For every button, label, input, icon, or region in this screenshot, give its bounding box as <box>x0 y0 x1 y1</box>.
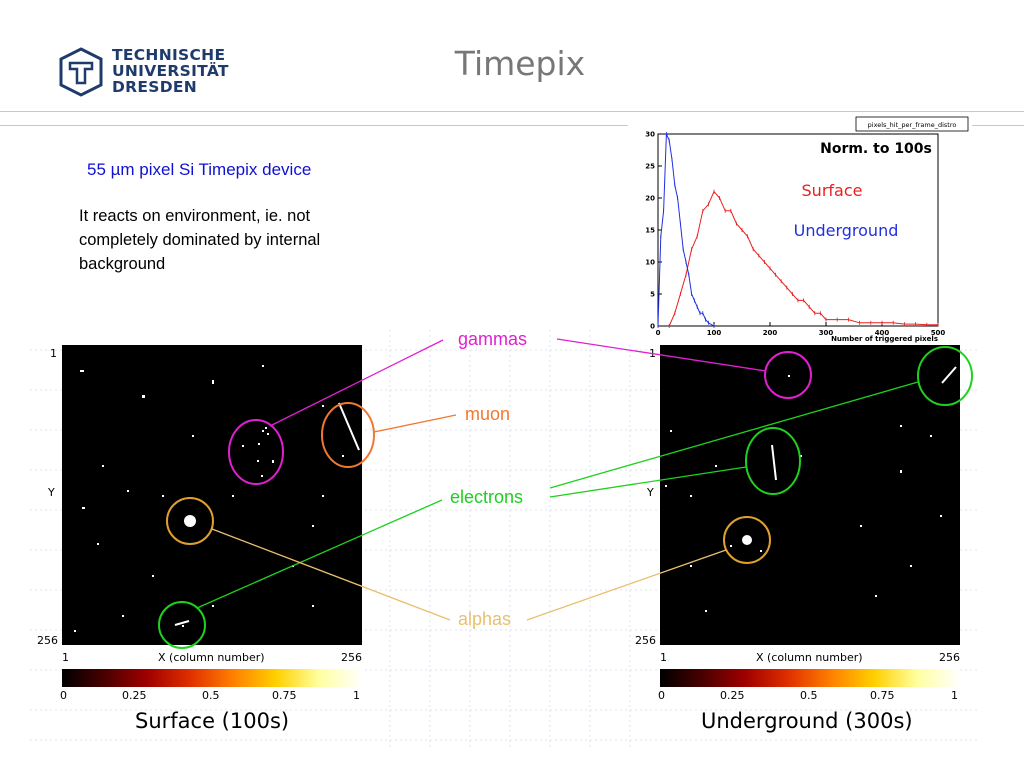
surface-colorbar <box>62 669 362 687</box>
underground-frame-image <box>660 345 960 645</box>
surface-caption: Surface (100s) <box>135 709 290 733</box>
surface-frame-image <box>62 345 362 645</box>
label-gammas: gammas <box>458 329 528 349</box>
gammas-circle-left <box>228 419 284 485</box>
gammas-circle-right <box>764 351 812 399</box>
surface-cbar-tick-3: 0.75 <box>272 689 297 702</box>
alphas-circle-right <box>723 516 771 564</box>
underground-colorbar <box>660 669 960 687</box>
x-tick-label: 200 <box>763 329 778 337</box>
underground-y-bottom: 256 <box>635 634 656 647</box>
underground-tracks <box>665 366 957 612</box>
surface-x-right: 256 <box>341 651 362 664</box>
muon-circle <box>321 402 375 468</box>
x-tick-label: 300 <box>819 329 834 337</box>
logo-line-1: TECHNISCHE <box>112 46 226 64</box>
electrons-line-right-top <box>549 381 919 489</box>
alphas-line-left <box>211 528 451 621</box>
y-tick-label: 0 <box>650 323 655 331</box>
electrons-circle-right-top <box>917 346 973 406</box>
underground-x-left: 1 <box>660 651 667 664</box>
logo-line-2: UNIVERSITÄT <box>112 62 229 80</box>
surface-cbar-tick-1: 0.25 <box>122 689 147 702</box>
y-tick-label: 5 <box>650 291 655 299</box>
surface-y-label: Y <box>48 486 55 499</box>
gammas-line-right <box>556 338 767 372</box>
surface-y-bottom: 256 <box>37 634 58 647</box>
header-divider-1 <box>0 111 1024 112</box>
x-tick-label: 400 <box>875 329 890 337</box>
electrons-circle-left <box>158 601 206 649</box>
underground-y-label: Y <box>647 486 654 499</box>
surface-x-label: X (column number) <box>158 651 265 664</box>
label-muon: muon <box>465 404 511 424</box>
alphas-line-right <box>526 549 727 621</box>
alphas-circle-left <box>166 497 214 545</box>
x-tick-label: 0 <box>656 329 661 337</box>
y-tick-label: 15 <box>645 227 655 235</box>
tu-dresden-logo-icon <box>59 47 103 97</box>
university-name: TECHNISCHE UNIVERSITÄT DRESDEN <box>112 47 229 95</box>
surface-cbar-tick-2: 0.5 <box>202 689 220 702</box>
device-subtitle: 55 µm pixel Si Timepix device <box>87 160 312 179</box>
label-alphas: alphas <box>458 609 512 629</box>
x-axis-label: Number of triggered pixels <box>831 335 938 343</box>
chart-title: pixels_hit_per_frame_distro <box>868 121 957 129</box>
underground-cbar-tick-4: 1 <box>951 689 958 702</box>
surface-y-top: 1 <box>50 347 57 360</box>
label-electrons: electrons <box>450 487 524 507</box>
y-tick-label: 30 <box>645 131 655 139</box>
gammas-line-left <box>269 339 444 427</box>
underground-x-right: 256 <box>939 651 960 664</box>
underground-cbar-tick-0: 0 <box>658 689 665 702</box>
y-tick-label: 20 <box>645 195 655 203</box>
body-text: It reacts on environment, ie. not comple… <box>79 207 321 273</box>
underground-cbar-tick-1: 0.25 <box>720 689 745 702</box>
x-tick-label: 500 <box>931 329 946 337</box>
underground-cbar-tick-2: 0.5 <box>800 689 818 702</box>
slide-title: Timepix <box>454 44 586 83</box>
logo-line-3: DRESDEN <box>112 78 198 96</box>
surface-x-left: 1 <box>62 651 69 664</box>
electrons-line-left <box>196 499 443 609</box>
header-divider-2 <box>0 125 1024 126</box>
chart-annotation: Norm. to 100s <box>820 141 932 157</box>
x-tick-label: 100 <box>707 329 722 337</box>
muon-line <box>373 414 457 433</box>
surface-cbar-tick-4: 1 <box>353 689 360 702</box>
surface-tracks <box>74 365 360 632</box>
underground-x-label: X (column number) <box>756 651 863 664</box>
electrons-circle-right-mid <box>745 427 801 495</box>
legend-surface: Surface <box>802 181 863 200</box>
series-line-underground <box>657 133 715 327</box>
histogram-chart: pixels_hit_per_frame_distro Norm. to 100… <box>645 116 969 343</box>
y-tick-label: 25 <box>645 163 655 171</box>
y-tick-label: 10 <box>645 259 655 267</box>
underground-cbar-tick-3: 0.75 <box>870 689 895 702</box>
legend-underground: Underground <box>794 221 899 240</box>
electrons-line-right-mid <box>549 466 747 498</box>
surface-cbar-tick-0: 0 <box>60 689 67 702</box>
underground-caption: Underground (300s) <box>701 709 913 733</box>
